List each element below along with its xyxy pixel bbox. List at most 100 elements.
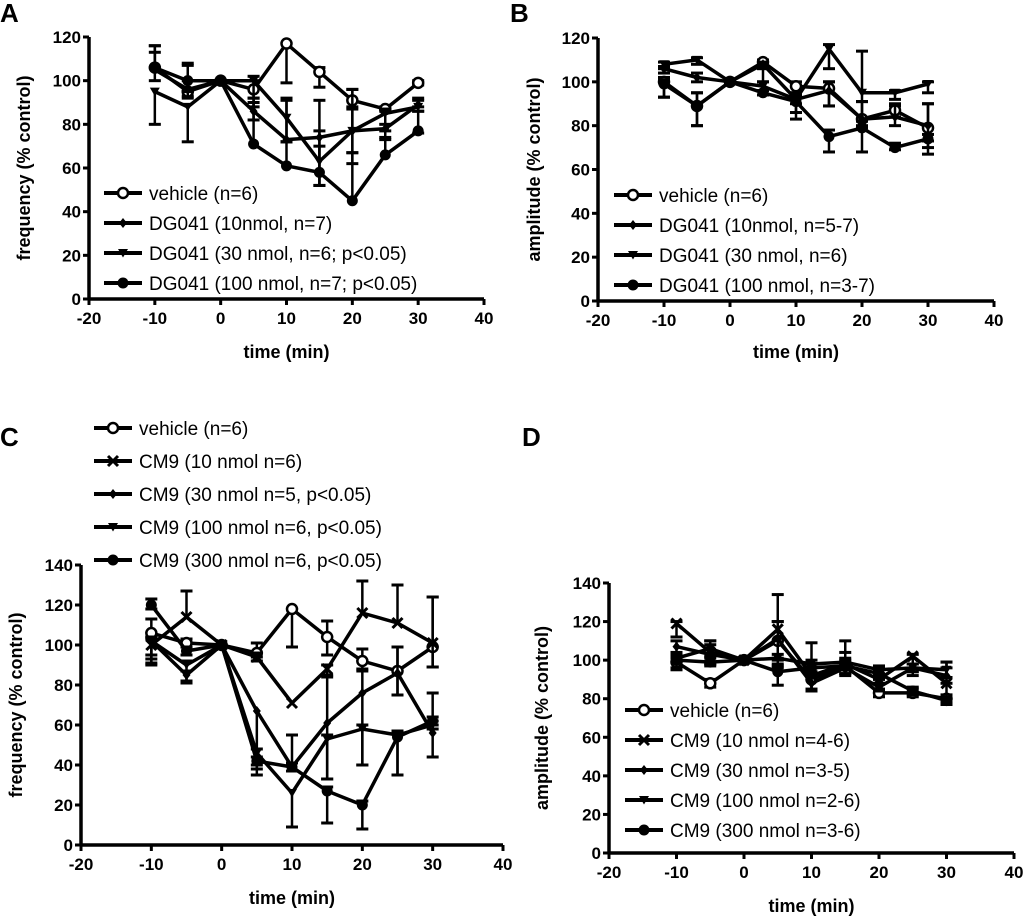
y-tick-label: 20 [571, 248, 590, 267]
legend-entry: CM9 (300 nmol n=3-6) [625, 821, 861, 842]
y-tick-label: 40 [571, 204, 590, 223]
x-tick-label: 30 [423, 855, 442, 874]
legend-marker-down-triangle [628, 251, 638, 260]
legend-entry: CM9 (300 nmol n=6, p<0.05) [94, 551, 382, 572]
x-tick-label: 30 [409, 309, 428, 328]
legend-label: CM9 (300 nmol n=6, p<0.05) [139, 551, 382, 572]
data-point [280, 37, 293, 50]
legend-marker-x-cross [106, 454, 120, 468]
legend-entry: CM9 (10 nmol n=4-6) [625, 731, 850, 752]
legend-entry: DG041 (10nmol, n=7) [104, 214, 332, 235]
data-point [873, 668, 885, 680]
legend-entry: CM9 (100 nmol n=6, p<0.05) [94, 518, 382, 539]
legend-entry: DG041 (100 nmol, n=7; p<0.05) [104, 274, 417, 295]
legend-marker-open-circle [106, 421, 120, 435]
data-point [907, 685, 919, 697]
legend-label: DG041 (10nmol, n=5-7) [659, 216, 859, 237]
legend-label: vehicle (n=6) [149, 184, 258, 205]
data-point [321, 662, 334, 676]
legend-entry: CM9 (30 nmol n=3-5) [625, 761, 850, 782]
data-point [356, 606, 369, 620]
legend-marker-diamond [119, 218, 127, 228]
y-tick-label: 120 [573, 613, 601, 632]
data-point [924, 120, 932, 131]
data-point [285, 696, 299, 710]
data-point [215, 75, 227, 87]
legend-entry: DG041 (30 nmol, n=6; p<0.05) [104, 244, 407, 265]
data-point [691, 100, 703, 112]
data-point [890, 88, 900, 98]
y-tick-label: 20 [54, 796, 73, 815]
data-point [738, 654, 750, 666]
data-point [287, 789, 297, 798]
data-point [823, 131, 835, 143]
data-point [323, 718, 332, 728]
panel-c-chart: 0 20 40 60 80 100 120 140 -20 -10 0 10 20 30 40 time (m… [6, 419, 512, 908]
y-axis-title: frequency (% control) [14, 75, 34, 260]
y-tick-label: 140 [573, 574, 601, 593]
x-tick-label: -10 [143, 309, 168, 328]
data-point [393, 668, 402, 678]
panel-d-chart: 0 20 40 60 80 100 120 140 -20 -10 0 10 20 30 40 time (m… [532, 574, 1023, 916]
x-tick-label: 20 [870, 863, 889, 882]
data-point [149, 62, 161, 74]
data-point [181, 645, 192, 657]
x-axis-title: time (min) [768, 896, 854, 916]
data-point [789, 79, 803, 93]
data-point [356, 799, 368, 811]
legend-marker-filled-circle [107, 554, 119, 566]
data-point [758, 82, 768, 91]
y-tick-label: 120 [45, 596, 73, 615]
data-point [146, 637, 157, 646]
legend-label: vehicle (n=6) [139, 419, 248, 440]
data-point [216, 639, 228, 651]
x-axis-title: time (min) [249, 888, 335, 908]
x-tick-label: 30 [937, 863, 956, 882]
y-tick-label: 100 [573, 651, 601, 670]
legend-label: CM9 (30 nmol n=3-5) [670, 761, 850, 782]
data-point [252, 706, 261, 716]
y-tick-label: 120 [53, 28, 81, 47]
legend-entry: DG041 (10nmol, n=5-7) [614, 216, 859, 237]
x-tick-label: 10 [283, 855, 302, 874]
data-point [248, 76, 259, 86]
data-point [839, 660, 851, 672]
data-point [357, 725, 368, 734]
data-point [875, 682, 883, 693]
y-tick-label: 80 [54, 676, 73, 695]
data-point [891, 111, 899, 122]
x-tick-label: 40 [985, 311, 1004, 330]
data-point [907, 663, 918, 673]
data-point [659, 60, 669, 69]
y-tick-label: 60 [54, 716, 73, 735]
y-tick-label: 100 [562, 73, 590, 92]
y-tick-label: 80 [582, 690, 601, 709]
data-point [759, 59, 767, 70]
y-tick-label: 40 [54, 756, 73, 775]
x-tick-label: 20 [343, 309, 362, 328]
data-point [658, 78, 670, 90]
data-point [391, 616, 404, 630]
legend-marker-down-triangle [118, 249, 128, 258]
legend-label: CM9 (10 nmol n=6) [139, 452, 302, 473]
data-point [180, 610, 193, 624]
x-tick-label: -20 [586, 311, 611, 330]
legend-entry: vehicle (n=6) [614, 186, 768, 207]
data-point [856, 122, 868, 134]
x-tick-label: 0 [725, 311, 734, 330]
y-tick-label: 40 [62, 203, 81, 222]
data-point [347, 126, 358, 136]
x-tick-label: 30 [919, 311, 938, 330]
legend-marker-filled-circle [638, 824, 650, 836]
y-tick-label: 0 [72, 290, 81, 309]
series-filled-circle [658, 76, 934, 156]
y-axis-title: amplitude (% control) [532, 626, 552, 810]
legend-entry: CM9 (30 nmol n=5, p<0.05) [94, 485, 371, 506]
x-tick-label: -20 [69, 855, 94, 874]
x-axis-title: time (min) [753, 342, 839, 362]
legend-marker-filled-circle [627, 279, 639, 291]
series-filled-circle [145, 597, 439, 831]
legend-marker-open-circle [626, 188, 640, 202]
legend-entry: CM9 (10 nmol n=6) [94, 452, 302, 473]
